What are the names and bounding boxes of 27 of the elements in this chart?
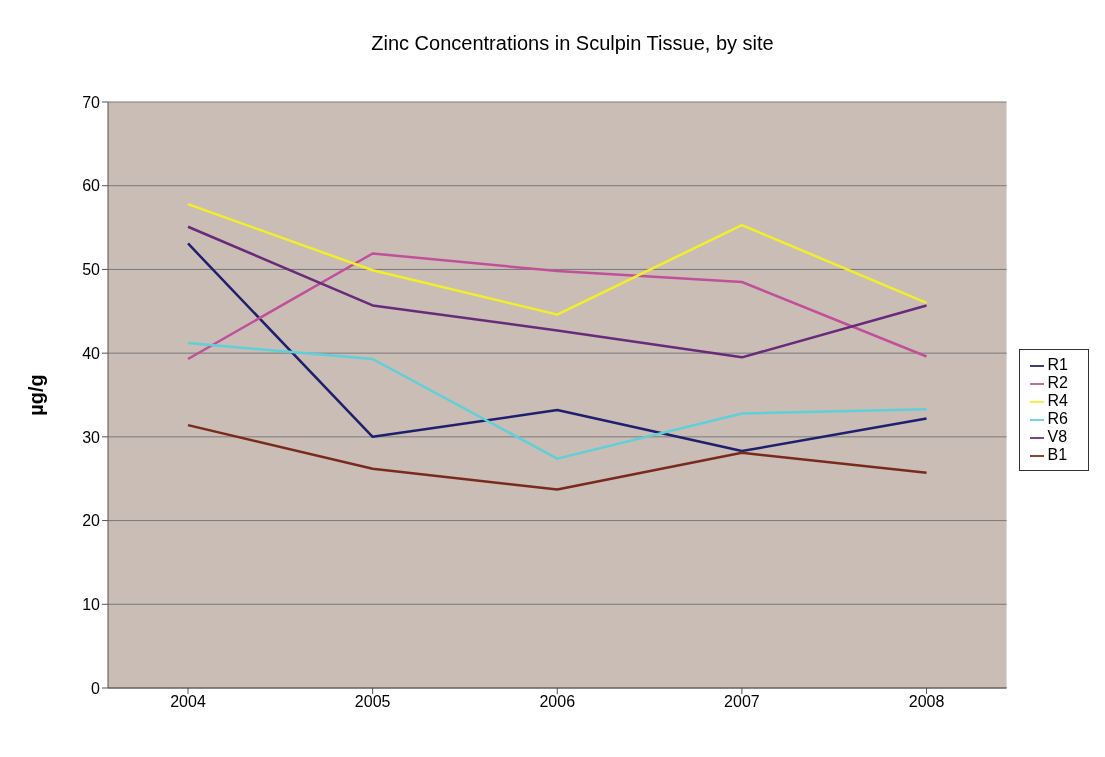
x-tick-label: 2005 [354,693,391,711]
legend-label: V8 [1047,428,1068,445]
y-tick-label: 0 [91,679,101,697]
y-tick-label: 20 [82,512,101,530]
chart-title: Zinc Concentrations in Sculpin Tissue, by site [370,31,775,56]
x-tick-label: 2008 [908,693,945,711]
line-series [186,341,928,460]
legend-label: R2 [1047,374,1068,391]
line-series [186,225,928,359]
line-series [186,423,928,491]
y-tick-label: 60 [82,177,101,195]
legend-label: B1 [1047,446,1068,463]
legend-label: R6 [1047,410,1068,427]
legend-label: R1 [1047,356,1068,373]
y-tick-label: 30 [82,428,101,446]
line-series [186,242,928,453]
y-tick-label: 10 [82,595,101,613]
x-tick-label: 2004 [170,693,206,711]
x-tick-label: 2006 [539,693,576,711]
y-tick-label: 50 [82,261,101,279]
y-tick-label: 40 [82,344,101,362]
line-series [186,202,928,316]
x-tick-label: 2007 [724,693,760,711]
y-tick-label: 70 [82,93,101,111]
y-axis-title: µg/g [25,374,48,416]
line-series [186,252,928,361]
legend-label: R4 [1047,392,1068,409]
